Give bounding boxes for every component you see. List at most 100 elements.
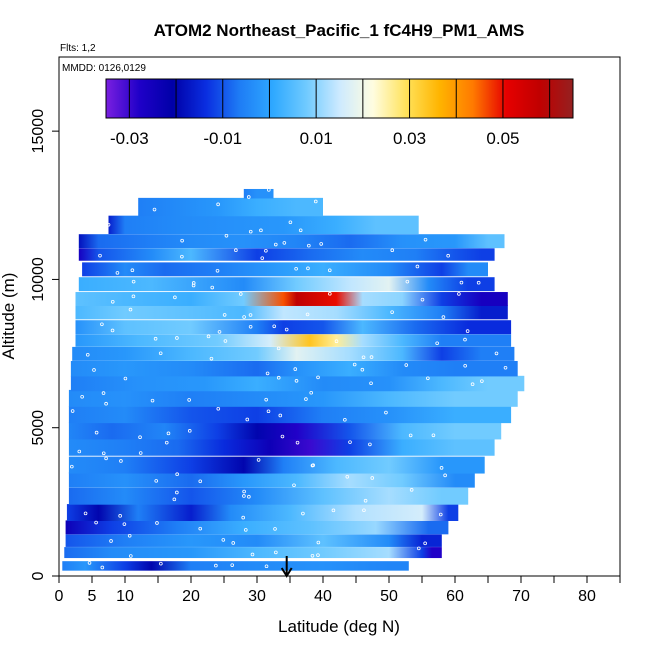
sample-marker — [264, 397, 268, 402]
sample-marker — [101, 391, 106, 395]
sample-marker — [222, 313, 227, 317]
sample-marker — [175, 336, 179, 340]
sample-marker — [307, 243, 311, 248]
flights-note: Flts: 1,2 — [60, 43, 96, 54]
sample-marker — [100, 322, 104, 327]
sample-marker — [360, 367, 365, 372]
sample-marker — [256, 458, 261, 462]
y-tick-label: 10000 — [30, 257, 47, 302]
sample-marker — [294, 379, 299, 383]
sample-marker — [138, 451, 143, 455]
sample-marker — [264, 564, 269, 569]
sample-marker — [327, 268, 332, 273]
sample-marker — [331, 508, 336, 513]
sample-marker — [223, 339, 228, 343]
sample-marker — [293, 367, 298, 371]
sample-marker — [311, 463, 315, 467]
plot-frame — [58, 56, 621, 577]
heatmap-band — [78, 277, 495, 292]
sample-marker — [288, 220, 293, 225]
sample-marker — [94, 430, 99, 435]
sample-marker — [409, 488, 414, 492]
sample-marker — [313, 199, 318, 204]
sample-marker — [245, 417, 250, 422]
sample-marker — [276, 346, 281, 351]
sample-marker — [420, 297, 425, 302]
sample-marker — [172, 497, 177, 502]
sample-marker — [128, 307, 133, 312]
sample-marker — [100, 565, 105, 570]
sample-marker — [164, 440, 169, 445]
sample-marker — [131, 279, 136, 284]
sample-marker — [476, 280, 481, 285]
colorbar-tick-label: -0.01 — [203, 129, 242, 148]
sample-marker — [119, 459, 123, 463]
sample-marker — [221, 538, 226, 542]
colorbar-tick-label: 0.05 — [486, 129, 519, 148]
y-tick-label: 5000 — [30, 410, 47, 446]
sample-marker — [110, 328, 115, 333]
sample-marker — [77, 449, 82, 454]
sample-marker — [463, 363, 467, 368]
x-tick-label: 70 — [512, 588, 530, 605]
sample-marker — [446, 253, 450, 258]
sample-marker — [316, 553, 320, 557]
sample-marker — [150, 398, 155, 403]
sample-marker — [435, 341, 439, 346]
sample-marker — [265, 371, 270, 376]
sample-marker — [175, 490, 179, 495]
sample-marker — [343, 417, 347, 422]
sample-marker — [70, 409, 75, 413]
heatmap-band — [108, 215, 419, 235]
sample-marker — [415, 264, 420, 269]
sample-marker — [345, 474, 350, 479]
sample-marker — [234, 248, 238, 253]
date-note: MMDD: 0126,0129 — [62, 63, 146, 74]
heatmap-band — [78, 248, 495, 261]
sample-marker — [274, 550, 278, 555]
x-tick-label: 80 — [578, 588, 596, 605]
sample-marker — [361, 355, 366, 360]
heatmap-band — [75, 320, 512, 335]
sample-marker — [238, 292, 243, 296]
sample-marker — [301, 511, 305, 516]
sample-marker — [280, 434, 285, 439]
sample-marker — [101, 451, 106, 456]
sample-marker — [304, 397, 308, 401]
sample-marker — [441, 315, 446, 319]
sample-marker — [123, 376, 128, 381]
sample-marker — [282, 241, 287, 245]
heatmap-band — [243, 188, 274, 199]
sample-marker — [362, 508, 366, 513]
sample-marker — [109, 539, 113, 543]
sample-marker — [494, 351, 499, 356]
sample-marker — [298, 228, 303, 233]
sample-markers — [70, 188, 508, 570]
sample-marker — [127, 534, 132, 538]
sample-marker — [122, 522, 127, 526]
sample-marker — [206, 334, 211, 339]
sample-marker — [215, 269, 220, 273]
sample-marker — [408, 433, 413, 438]
sample-marker — [352, 362, 357, 367]
colorbar-tick-label: 0.03 — [393, 129, 426, 148]
y-tick-label: 0 — [30, 571, 47, 580]
sample-marker — [158, 351, 163, 356]
sample-marker — [87, 561, 92, 565]
sample-marker — [118, 514, 122, 518]
heatmap-band — [66, 504, 459, 521]
colorbar: -0.03 -0.01 0.01 0.03 0.05 — [105, 78, 574, 148]
sample-marker — [266, 409, 271, 414]
sample-marker — [363, 498, 368, 503]
sample-marker — [83, 511, 88, 516]
sample-marker — [216, 202, 220, 207]
sample-marker — [295, 440, 300, 445]
colorbar-tick-label: -0.03 — [110, 129, 149, 148]
sample-marker — [152, 207, 157, 212]
sample-marker — [316, 540, 321, 545]
sample-marker — [241, 515, 245, 520]
sample-marker — [92, 368, 96, 372]
sample-marker — [306, 266, 310, 271]
heatmap — [62, 188, 525, 571]
sample-marker — [248, 313, 253, 317]
